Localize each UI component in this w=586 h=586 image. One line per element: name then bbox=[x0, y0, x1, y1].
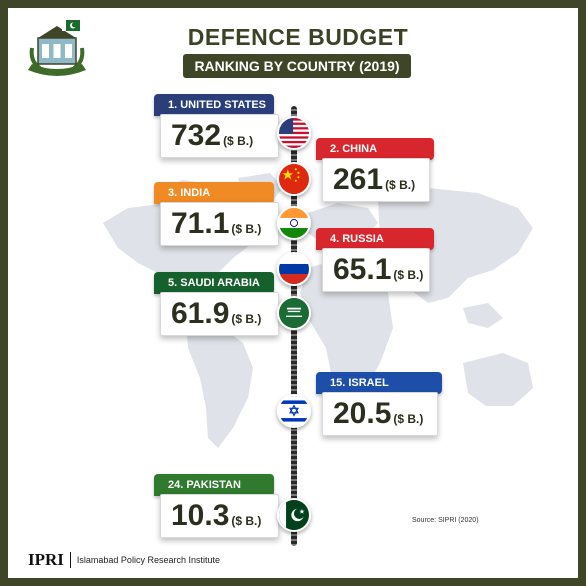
budget-unit: ($ B.) bbox=[231, 312, 262, 326]
rank-label: 24. PAKISTAN bbox=[154, 474, 274, 496]
budget-unit: ($ B.) bbox=[231, 222, 262, 236]
entry-russia: 4. RUSSIA 65.1 ($ B.) bbox=[316, 228, 436, 298]
budget-value: 61.9 bbox=[171, 297, 230, 330]
budget-value: 20.5 bbox=[333, 397, 392, 430]
russia-flag-icon bbox=[277, 252, 311, 286]
footer-divider bbox=[69, 552, 71, 568]
value-box: 61.9 ($ B.) bbox=[160, 292, 279, 336]
rank-label: 15. ISRAEL bbox=[316, 372, 442, 394]
israel-flag-icon bbox=[277, 394, 311, 428]
value-box: 65.1 ($ B.) bbox=[322, 248, 430, 292]
rank-label: 2. CHINA bbox=[316, 138, 434, 160]
india-flag-icon bbox=[277, 206, 311, 240]
entry-saudi-arabia: 5. SAUDI ARABIA 61.9 ($ B.) bbox=[154, 272, 279, 342]
page-subtitle: RANKING BY COUNTRY (2019) bbox=[183, 54, 411, 78]
entry-china: 2. CHINA 261 ($ B.) bbox=[316, 138, 436, 208]
budget-value: 71.1 bbox=[171, 207, 230, 240]
budget-unit: ($ B.) bbox=[231, 514, 262, 528]
entry-israel: 15. ISRAEL 20.5 ($ B.) bbox=[316, 372, 444, 442]
value-box: 10.3 ($ B.) bbox=[160, 494, 279, 538]
budget-unit: ($ B.) bbox=[393, 412, 424, 426]
entry-india: 3. INDIA 71.1 ($ B.) bbox=[154, 182, 279, 252]
saudi-flag-icon bbox=[277, 296, 311, 330]
entry-pakistan: 24. PAKISTAN 10.3 ($ B.) bbox=[154, 474, 279, 544]
value-box: 261 ($ B.) bbox=[322, 158, 430, 202]
footer: IPRI Islamabad Policy Research Institute bbox=[28, 550, 220, 570]
infographic-canvas: DEFENCE BUDGET RANKING BY COUNTRY (2019)… bbox=[8, 8, 578, 578]
source-note: Source: SIPRI (2020) bbox=[412, 517, 479, 524]
us-flag-icon bbox=[277, 116, 311, 150]
rank-label: 5. SAUDI ARABIA bbox=[154, 272, 274, 294]
rank-label: 1. UNITED STATES bbox=[154, 94, 274, 116]
rank-label: 3. INDIA bbox=[154, 182, 274, 204]
value-box: 732 ($ B.) bbox=[160, 114, 279, 158]
budget-value: 261 bbox=[333, 163, 384, 196]
budget-unit: ($ B.) bbox=[385, 178, 416, 192]
entry-united-states: 1. UNITED STATES 732 ($ B.) bbox=[154, 94, 279, 164]
footer-full-name: Islamabad Policy Research Institute bbox=[76, 555, 220, 565]
ipri-logo bbox=[28, 20, 86, 76]
budget-value: 65.1 bbox=[333, 253, 392, 286]
pakistan-flag-icon bbox=[277, 498, 311, 532]
page-title: DEFENCE BUDGET bbox=[187, 24, 409, 50]
rank-label: 4. RUSSIA bbox=[316, 228, 434, 250]
footer-brand: IPRI bbox=[28, 550, 64, 569]
china-flag-icon bbox=[277, 162, 311, 196]
value-box: 20.5 ($ B.) bbox=[322, 392, 438, 436]
budget-value: 10.3 bbox=[171, 499, 230, 532]
budget-unit: ($ B.) bbox=[223, 134, 254, 148]
value-box: 71.1 ($ B.) bbox=[160, 202, 279, 246]
budget-unit: ($ B.) bbox=[393, 268, 424, 282]
budget-value: 732 bbox=[171, 119, 222, 152]
